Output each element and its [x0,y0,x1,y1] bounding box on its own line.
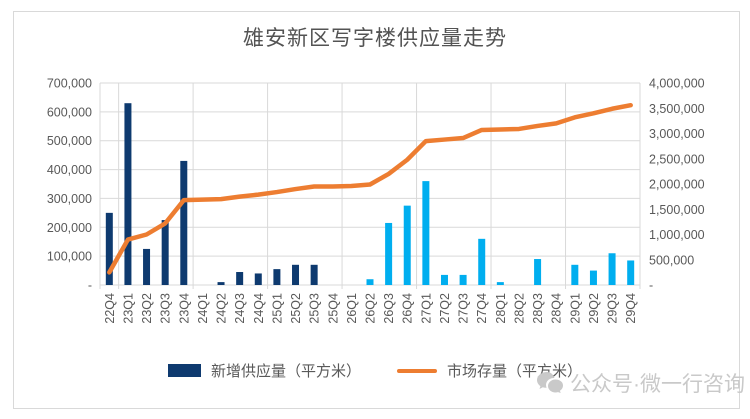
bar-25Q1 [273,269,281,285]
x-axis-tick-label: 26Q4 [401,293,415,324]
bar-23Q4 [180,160,188,285]
x-axis-tick-label: 27Q4 [475,293,489,324]
x-axis-tick-label: 24Q4 [252,293,266,324]
bar-29Q4 [627,260,635,285]
bar-23Q2 [143,248,151,285]
watermark: 公众号·微一行咨询 [536,368,745,398]
x-axis-tick-label: 29Q4 [624,293,638,324]
y-axis-tick-label: 100,000 [47,250,92,264]
x-axis-tick-label: 24Q1 [196,293,210,324]
watermark-text: 公众号·微一行咨询 [570,373,745,396]
x-axis-tick-label: 28Q2 [512,293,526,324]
bar-25Q3 [310,264,318,285]
bar-24Q3 [236,272,244,285]
x-axis-tick-label: 23Q1 [121,293,135,324]
bar-29Q2 [589,270,597,285]
x-axis-tick-label: 23Q4 [177,293,191,324]
x-axis-tick-label: 29Q2 [587,293,601,324]
y-axis-tick-label: 400,000 [47,163,92,177]
bar-26Q4 [403,205,411,285]
chart-frame [13,11,740,409]
bar-29Q1 [571,264,579,285]
bar-25Q2 [292,264,300,285]
bar-24Q4 [254,273,262,285]
x-axis-tick-label: 29Q3 [606,293,620,324]
bar-28Q3 [534,259,542,285]
y2-axis-tick-label: 1,500,000 [649,203,705,217]
x-axis-tick-label: 24Q2 [215,293,229,324]
y-axis-tick-label: - [88,279,92,293]
y-axis-tick-label: 600,000 [47,105,92,119]
bar-29Q3 [608,253,616,285]
y-axis-tick-label: 500,000 [47,134,92,148]
y-axis-tick-label: 700,000 [47,77,92,91]
legend-line-swatch [397,368,437,373]
gridlines-vertical [99,83,641,289]
legend-bar-swatch [167,364,201,377]
y2-axis-tick-label: 2,500,000 [649,152,705,166]
x-axis-tick-label: 26Q3 [382,293,396,324]
y2-axis-tick-label: 3,000,000 [649,127,705,141]
x-axis-tick-label: 27Q3 [457,293,471,324]
legend-label-new-supply: 新增供应量（平方米） [210,363,361,380]
y2-axis-tick-label: 500,000 [649,253,694,267]
x-axis-tick-label: 22Q4 [103,293,117,324]
y2-axis-tick-label: 1,000,000 [649,228,705,242]
bar-26Q2 [366,279,374,285]
y-axis-tick-label: 300,000 [47,192,92,206]
x-axis-tick-label: 25Q1 [270,293,284,324]
wechat-icon [537,372,563,393]
y2-axis-tick-label: 2,000,000 [649,178,705,192]
bar-24Q2 [217,282,225,285]
x-axis-labels: 22Q4 23Q1 23Q2 23Q3 23Q4 24Q1 24Q2 24Q3 24Q4 25Q1… [103,293,638,324]
bar-26Q3 [385,222,393,285]
legend-item-new-supply: 新增供应量（平方米） [167,360,361,381]
y-axis-tick-label: 200,000 [47,221,92,235]
chart-title: 雄安新区写字楼供应量走势 [243,27,507,50]
x-axis-tick-label: 25Q3 [308,293,322,324]
x-axis-tick-label: 28Q3 [531,293,545,324]
bar-27Q4 [478,238,486,285]
y2-axis-tick-label: 3,500,000 [649,102,705,116]
bar-23Q3 [161,220,169,285]
y2-axis-tick-label: - [649,279,653,293]
bar-22Q4 [105,212,113,285]
new-supply-bars [105,103,635,285]
x-axis-tick-label: 29Q1 [568,293,582,324]
bar-28Q1 [496,282,504,285]
x-axis-tick-label: 27Q1 [419,293,433,324]
bar-27Q2 [440,274,448,285]
x-axis-tick-label: 28Q4 [550,293,564,324]
x-axis-tick-label: 28Q1 [494,293,508,324]
x-axis-tick-label: 23Q3 [159,293,173,324]
x-axis-tick-label: 25Q4 [326,293,340,324]
market-stock-line [107,102,633,275]
x-axis-tick-label: 26Q2 [364,293,378,324]
y2-axis-tick-label: 4,000,000 [649,77,705,91]
bar-27Q1 [422,181,430,285]
bar-23Q1 [124,103,132,285]
x-axis-tick-label: 25Q2 [289,293,303,324]
x-axis-tick-label: 24Q3 [233,293,247,324]
x-axis-tick-label: 26Q1 [345,293,359,324]
x-axis-tick-label: 27Q2 [438,293,452,324]
bar-27Q3 [459,274,467,285]
x-axis-tick-label: 23Q2 [140,293,154,324]
